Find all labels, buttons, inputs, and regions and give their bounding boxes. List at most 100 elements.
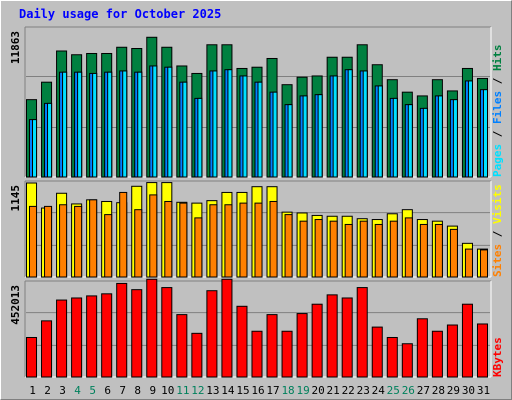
x-tick-label: 9	[149, 384, 156, 397]
x-tick-label: 7	[119, 384, 126, 397]
pages-bar	[242, 75, 248, 178]
kbytes-bar	[26, 336, 38, 378]
y-max-label: 11863	[9, 31, 22, 64]
x-tick-label: 2	[44, 384, 51, 397]
x-tick-label: 1	[29, 384, 36, 397]
files-legend-label: Files	[491, 91, 504, 124]
hits-legend-label: Hits	[491, 45, 504, 72]
x-tick-label: 25	[387, 384, 400, 397]
kbytes-legend-label: KBytes	[491, 337, 504, 377]
sites-bar	[179, 202, 188, 278]
visits-legend-label: Visits	[491, 184, 504, 224]
pages-bar	[467, 80, 473, 178]
sites-bar	[374, 223, 383, 278]
sites-bar	[419, 223, 428, 278]
sites-bar	[89, 199, 98, 278]
x-tick-label: 10	[161, 384, 174, 397]
kbytes-bar	[326, 294, 338, 378]
sites-bar	[299, 220, 308, 278]
pages-bar	[257, 81, 263, 178]
sites-bar	[224, 204, 233, 278]
pages-bar	[182, 81, 188, 178]
pages-bar	[212, 70, 218, 178]
x-tick-label: 11	[176, 384, 189, 397]
pages-bar	[347, 69, 353, 178]
pages-bar	[197, 97, 203, 178]
x-tick-label: 4	[74, 384, 81, 397]
x-tick-label: 31	[477, 384, 490, 397]
pages-bar	[62, 71, 68, 178]
kbytes-bar	[311, 303, 323, 378]
sites-bar	[359, 220, 368, 278]
kbytes-bar	[386, 336, 398, 378]
x-tick-label: 29	[447, 384, 460, 397]
kbytes-bar	[176, 314, 188, 378]
x-tick-label: 18	[281, 384, 294, 397]
sites-bar	[59, 204, 68, 278]
x-tick-label: 3	[59, 384, 66, 397]
sites-bar	[449, 228, 458, 278]
pages-bar	[122, 70, 128, 178]
sites-bar	[464, 248, 473, 278]
kbytes-bar	[146, 278, 158, 378]
sites-legend-label: Sites	[491, 244, 504, 277]
panel-side-label: Pages / Files / Hits	[491, 45, 504, 178]
x-tick-label: 17	[266, 384, 279, 397]
kbytes-bar	[86, 295, 98, 378]
sites-bar	[134, 209, 143, 278]
sites-bar	[329, 220, 338, 278]
x-tick-label: 23	[357, 384, 370, 397]
pages-bar	[152, 65, 158, 178]
sites-bar	[44, 205, 53, 278]
kbytes-bar	[281, 330, 293, 378]
sites-bar	[284, 214, 293, 278]
x-tick-label: 26	[402, 384, 415, 397]
x-tick-label: 30	[462, 384, 475, 397]
kbytes-bar	[401, 343, 413, 378]
pages-bar	[47, 102, 53, 178]
label-separator: /	[491, 124, 504, 144]
kbytes-bar	[416, 318, 428, 378]
kbytes-bar	[236, 305, 248, 378]
sites-bar	[194, 217, 203, 278]
pages-bar	[272, 91, 278, 178]
x-tick-label: 12	[191, 384, 204, 397]
pages-bar	[407, 104, 413, 178]
kbytes-bar	[431, 330, 443, 378]
panel-side-label: KBytes	[491, 337, 504, 377]
pages-bar	[332, 75, 338, 178]
sites-bar	[209, 204, 218, 278]
kbytes-bar	[461, 303, 473, 378]
label-separator: /	[491, 224, 504, 244]
x-tick-label: 5	[89, 384, 96, 397]
kbytes-bar	[56, 299, 68, 378]
sites-bar	[74, 205, 83, 278]
label-separator: /	[491, 71, 504, 91]
pages-bar	[32, 119, 38, 178]
x-tick-label: 15	[236, 384, 249, 397]
pages-bar	[437, 95, 443, 178]
sites-bar	[164, 200, 173, 278]
kbytes-bar	[341, 297, 353, 378]
kbytes-bar	[206, 290, 218, 378]
pages-legend-label: Pages	[491, 144, 504, 177]
kbytes-bar	[41, 320, 53, 378]
sites-bar	[239, 202, 248, 278]
kbytes-bar	[476, 323, 489, 378]
sites-bar	[314, 219, 323, 278]
sites-bar	[29, 205, 38, 278]
x-tick-label: 13	[206, 384, 219, 397]
pages-bar	[77, 71, 83, 178]
kbytes-bar	[221, 278, 233, 378]
kbytes-bar	[371, 326, 383, 378]
kbytes-bar	[71, 297, 83, 378]
sites-bar	[479, 249, 489, 278]
sites-bar	[119, 191, 128, 278]
sites-bar	[404, 217, 413, 278]
pages-bar	[482, 89, 489, 178]
sites-bar	[104, 214, 113, 278]
pages-bar	[137, 71, 143, 178]
y-max-label: 1145	[9, 185, 22, 212]
